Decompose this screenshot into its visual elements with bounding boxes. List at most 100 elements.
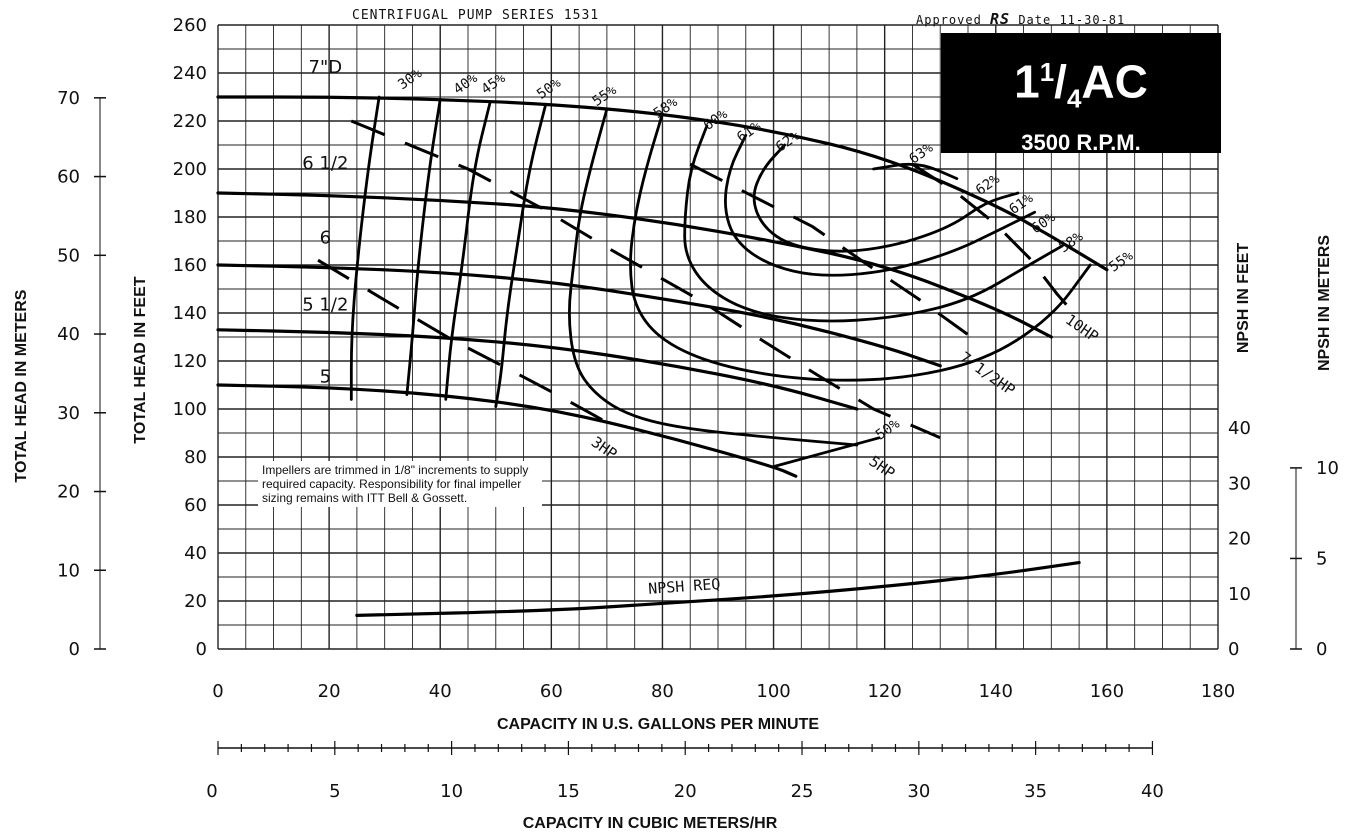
rpm-label: 3500 R.P.M.	[1021, 129, 1141, 155]
x-tick-label: 60	[540, 681, 563, 702]
x-axis-title: CAPACITY IN U.S. GALLONS PER MINUTE	[497, 716, 819, 733]
model-name: 11/4AC	[1014, 55, 1148, 114]
meters-tick-label: 0	[69, 639, 80, 660]
y-tick-label: 260	[173, 15, 207, 36]
approved-initials: RS	[990, 10, 1011, 28]
x-tick-label: 180	[1201, 681, 1235, 702]
efficiency-label: 61%	[734, 118, 764, 146]
y-tick-label: 220	[173, 111, 207, 132]
m3h-tick-label: 20	[674, 781, 697, 802]
impeller-label: 5 1/2	[302, 295, 348, 316]
npsh-label: NPSH REQ	[648, 575, 721, 598]
meters-tick-label: 20	[57, 482, 80, 503]
x-tick-label: 120	[867, 681, 901, 702]
x-tick-label: 0	[212, 681, 223, 702]
npsh-ft-tick-label: 30	[1228, 473, 1251, 494]
efficiency-label: 30%	[395, 65, 425, 93]
efficiency-label: 62%	[973, 171, 1003, 199]
efficiency-curve	[349, 95, 381, 401]
m3h-tick-label: 35	[1024, 781, 1047, 802]
approved-label: Approved	[916, 13, 982, 27]
horsepower-label: 10HP	[1062, 310, 1102, 345]
npsh-m-tick-label: 0	[1316, 639, 1327, 660]
y-tick-label: 100	[173, 399, 207, 420]
y2-axis-title-meters: NPSH IN METERS	[1316, 235, 1333, 371]
impeller-curve	[216, 263, 942, 368]
m3h-tick-label: 10	[440, 781, 463, 802]
efficiency-curve	[752, 143, 1020, 253]
efficiency-curve	[724, 134, 1037, 277]
m3h-tick-label: 40	[1141, 781, 1164, 802]
x-tick-label: 80	[651, 681, 674, 702]
npsh-m-tick-label: 10	[1316, 458, 1339, 479]
impeller-label: 6	[320, 227, 331, 248]
efficiency-label: 50%	[534, 75, 564, 103]
meters-tick-label: 50	[57, 245, 80, 266]
npsh-ft-tick-label: 20	[1228, 529, 1251, 550]
horsepower-line	[911, 162, 1075, 314]
horsepower-line	[317, 258, 614, 428]
model-whole: 1	[1014, 55, 1040, 108]
efficiency-label: 45%	[479, 70, 509, 98]
approval-date: Date 11-30-81	[1018, 13, 1126, 27]
x-tick-label: 100	[756, 681, 790, 702]
efficiency-curve	[567, 107, 859, 447]
npsh-ft-tick-label: 10	[1228, 584, 1251, 605]
y-tick-label: 80	[184, 447, 207, 468]
y-axis-title-feet: TOTAL HEAD IN FEET	[132, 276, 149, 443]
approval-line: Approved RS Date 11-30-81	[916, 10, 1125, 28]
m3h-tick-label: 15	[557, 781, 580, 802]
x-tick-label: 40	[429, 681, 452, 702]
horsepower-line	[689, 162, 986, 346]
meters-tick-label: 40	[57, 324, 80, 345]
curve-layer	[216, 95, 1109, 617]
x-tick-label: 140	[979, 681, 1013, 702]
impeller-curve	[216, 95, 1109, 272]
meters-tick-label: 70	[57, 88, 80, 109]
y-tick-label: 60	[184, 495, 207, 516]
y-tick-label: 20	[184, 591, 207, 612]
efficiency-curve	[772, 436, 881, 468]
m3h-tick-label: 0	[206, 781, 217, 802]
impeller-note: Impellers are trimmed in 1/8" increments…	[258, 461, 542, 507]
npsh-ft-tick-label: 40	[1228, 418, 1251, 439]
efficiency-curve	[405, 98, 442, 396]
y2-axis-title-feet: NPSH IN FEET	[1235, 243, 1252, 353]
y-tick-label: 240	[173, 63, 207, 84]
impeller-label: 7"D	[309, 57, 343, 78]
npsh-ft-tick-label: 0	[1228, 639, 1239, 660]
meters-tick-label: 60	[57, 167, 80, 188]
y-tick-label: 180	[173, 207, 207, 228]
efficiency-label: 40%	[451, 70, 481, 98]
efficiency-label: 58%	[1056, 228, 1086, 256]
series-title: CENTRIFUGAL PUMP SERIES 1531	[352, 8, 600, 23]
impeller-label: 6 1/2	[302, 153, 348, 174]
efficiency-curve	[494, 102, 548, 408]
model-fraction-den: 4	[1066, 83, 1082, 114]
npsh-curve	[355, 561, 1081, 617]
npsh-m-tick-label: 5	[1316, 548, 1327, 569]
y-tick-label: 200	[173, 159, 207, 180]
meters-tick-label: 30	[57, 403, 80, 424]
y-tick-label: 40	[184, 543, 207, 564]
m3h-tick-label: 25	[791, 781, 814, 802]
impeller-curve	[216, 328, 859, 411]
impeller-label: 5	[320, 367, 331, 388]
efficiency-curve	[872, 162, 959, 180]
efficiency-label: 55%	[590, 82, 620, 110]
m3h-tick-label: 5	[329, 781, 340, 802]
horsepower-label: 3HP	[588, 433, 621, 463]
y-tick-label: 160	[173, 255, 207, 276]
impeller-curve	[216, 191, 1053, 339]
model-fraction-num: 1	[1039, 57, 1055, 87]
m3h-tick-label: 30	[907, 781, 930, 802]
x-tick-label: 160	[1090, 681, 1124, 702]
model-suffix: AC	[1081, 55, 1148, 108]
model-title-box: 11/4AC 3500 R.P.M.	[941, 33, 1221, 155]
y-tick-label: 0	[196, 639, 207, 660]
efficiency-curve	[629, 112, 1092, 382]
x2-axis-title: CAPACITY IN CUBIC METERS/HR	[523, 815, 778, 832]
y-tick-label: 140	[173, 303, 207, 324]
efficiency-label: 55%	[1106, 248, 1136, 276]
